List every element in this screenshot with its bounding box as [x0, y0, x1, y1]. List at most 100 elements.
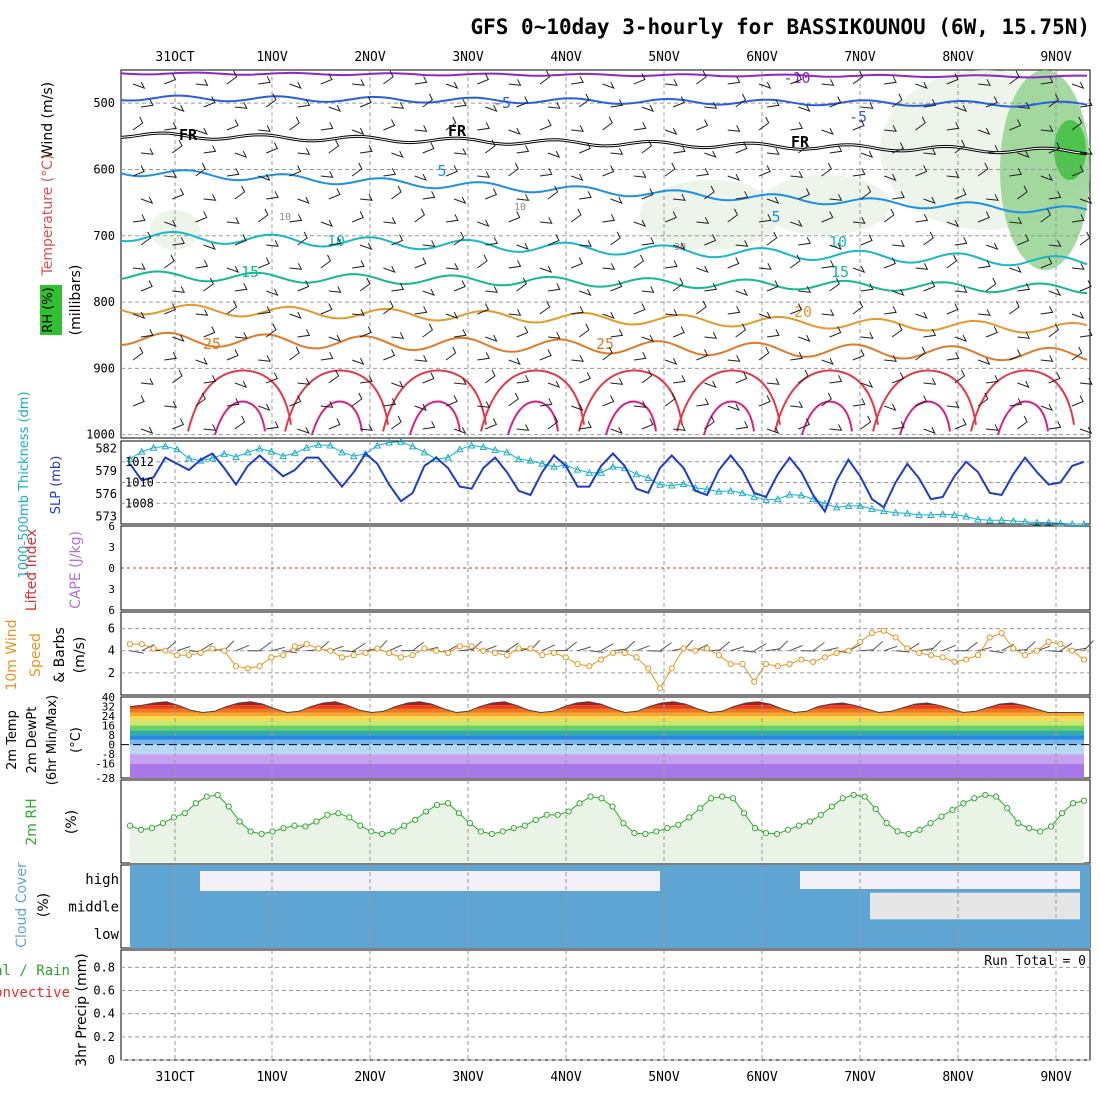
wind-barb — [414, 125, 428, 132]
wind-barb — [485, 104, 498, 112]
wind-barb — [328, 237, 342, 246]
wind-barb — [1017, 150, 1030, 158]
wind-barb — [516, 145, 530, 154]
wind10-barb — [283, 650, 297, 654]
wind-barb — [203, 242, 216, 250]
wind-barb — [414, 306, 428, 315]
cloud-high-gap — [200, 871, 660, 891]
rh2m-series-point — [971, 795, 978, 802]
wind-barb — [1009, 70, 1020, 85]
wind10-series-point — [609, 649, 616, 657]
wind10-series-point — [1033, 647, 1040, 654]
rh2m-series-point — [719, 793, 726, 800]
wind-barb — [164, 122, 177, 131]
rh-shading — [1000, 70, 1090, 270]
wind-barb — [234, 102, 248, 109]
wind10-series-point — [397, 654, 404, 661]
thickness-series-point — [762, 495, 770, 503]
wind-barb — [485, 369, 496, 384]
thickness-series-point — [550, 462, 558, 470]
wind-barb — [352, 309, 365, 316]
temp2m-series — [129, 701, 1084, 714]
wind-barb — [1009, 119, 1022, 131]
wind-barb — [571, 403, 584, 411]
thickness-series-point — [1080, 519, 1088, 527]
temp-contour-35 — [801, 400, 853, 435]
wind-barb — [954, 418, 967, 430]
y-axis-label: Lifted Index — [24, 529, 40, 611]
wind-barb — [923, 426, 936, 434]
thickness-series-point — [1068, 519, 1077, 527]
wind-barb — [477, 401, 491, 408]
wind-barb — [915, 346, 926, 361]
wind-barb — [860, 185, 872, 200]
rh2m-series-point — [499, 828, 506, 835]
wind10-barb — [200, 642, 213, 652]
wind-barb — [1040, 403, 1054, 411]
wind-barb — [1040, 355, 1054, 362]
wind-barb — [852, 217, 866, 224]
wind-barb — [445, 214, 459, 223]
rh2m-series-point — [280, 825, 287, 832]
wind-barb — [571, 173, 584, 181]
thickness-series-point — [1009, 516, 1018, 524]
rh2m-series-point — [872, 805, 879, 813]
wind-barb — [602, 395, 615, 407]
wind-barb — [140, 99, 154, 108]
wind10-series-point — [786, 660, 793, 668]
wind10-series-point — [598, 656, 605, 663]
wind-barb — [140, 426, 154, 434]
wind-barb — [1048, 93, 1060, 108]
thickness-series-point — [868, 504, 876, 512]
wind-barb — [289, 395, 302, 407]
wind-barb — [328, 104, 342, 112]
thickness-series-point — [915, 510, 923, 518]
wind-barb — [359, 96, 372, 108]
rh2m-series-point — [1004, 805, 1011, 812]
rh2m-series-point — [631, 830, 638, 837]
thickness-series-point — [137, 447, 146, 455]
wind-barb — [758, 81, 772, 89]
wind-barb — [1048, 191, 1062, 200]
rh2m-series-point — [137, 826, 145, 833]
wind-barb — [132, 165, 145, 177]
wind-barb — [571, 257, 583, 269]
wind-barb — [320, 73, 333, 85]
wind-barb — [892, 142, 904, 154]
wind10-barb — [989, 650, 1004, 654]
rh2m-series-point — [675, 821, 682, 828]
temp-contour-35 — [997, 400, 1049, 435]
wind-barb — [203, 277, 214, 292]
thickness-series-point — [420, 448, 429, 456]
wind10-series-point — [409, 652, 416, 659]
wind-barb — [516, 424, 530, 431]
precip-label-total: Total / Rain — [0, 963, 70, 979]
wind-barb — [673, 194, 686, 201]
wind-barb — [203, 194, 217, 201]
wind-barb — [547, 185, 559, 200]
rh2m-series-point — [927, 820, 934, 827]
slp-tick: 1008 — [125, 496, 154, 510]
wind10-series-point — [1057, 640, 1064, 648]
y-axis-label: RH (%) — [41, 287, 56, 332]
thickness-series-point — [314, 440, 323, 448]
rh2m-series-point — [192, 800, 199, 807]
wind-barb — [320, 401, 334, 408]
wind-barb — [641, 418, 654, 430]
wind-barb — [391, 283, 405, 292]
wind-barb — [289, 116, 300, 131]
wind-barb — [172, 334, 185, 342]
wind-barb — [986, 194, 999, 201]
temp-contour-35 — [605, 400, 657, 435]
wind-barb — [829, 194, 843, 201]
wind10-barb — [271, 646, 286, 652]
thickness-series-point — [173, 445, 181, 453]
wind-barb — [672, 96, 685, 108]
wind-barb — [445, 116, 457, 131]
wind-barb — [946, 73, 959, 85]
wind10-series-point — [774, 663, 781, 670]
thickness-series-point — [255, 444, 264, 452]
wind-barb — [821, 162, 832, 177]
wind10-series-point — [327, 647, 334, 654]
wind-barb — [735, 323, 747, 338]
